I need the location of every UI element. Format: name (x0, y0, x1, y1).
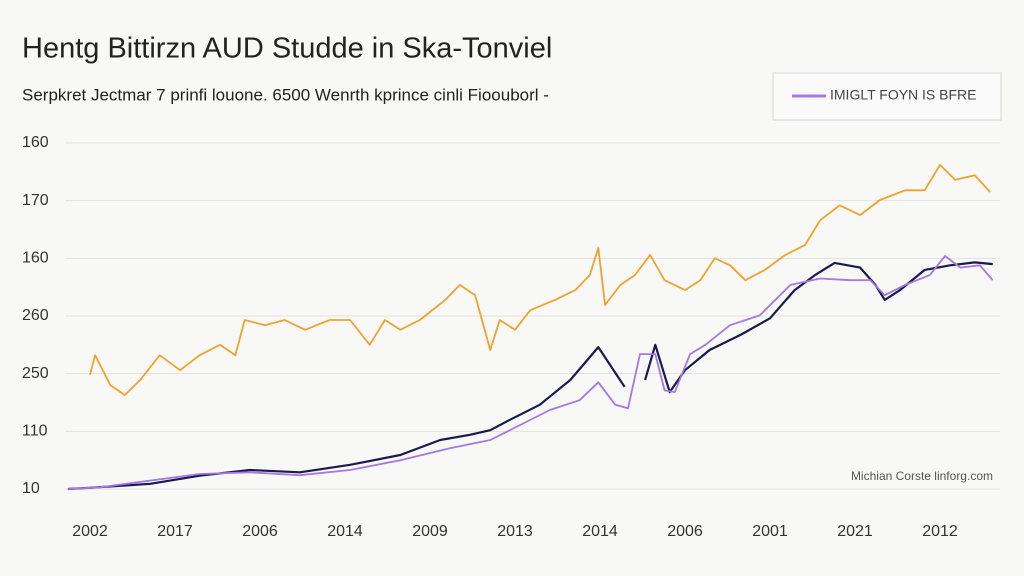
y-tick-label: 160 (22, 134, 49, 151)
x-tick-label: 2012 (922, 523, 958, 540)
legend-label: IMIGLT FOYN IS BFRE (830, 87, 977, 103)
x-tick-label: 2014 (327, 523, 363, 540)
data-line (89, 164, 991, 396)
x-tick-label: 2006 (667, 523, 703, 540)
y-tick-label: 10 (22, 480, 40, 497)
grid: 10 110 250 260 160 170 160 2002 2017 2006 2014 2009… (22, 134, 1000, 540)
y-tick-label: 170 (22, 192, 49, 209)
plot-area (67, 164, 994, 491)
source-note: Michian Corste linforg.com (851, 469, 993, 483)
x-tick-label: 2013 (497, 523, 533, 540)
y-tick-label: 110 (22, 423, 48, 440)
x-tick-label: 2014 (582, 523, 618, 540)
x-tick-label: 2006 (242, 523, 278, 540)
x-tick-label: 2009 (412, 523, 448, 540)
y-tick-label: 160 (22, 250, 49, 267)
chart-title: Hentg Bittirzn AUD Studde in Ska-Tonviel (22, 33, 552, 65)
data-line (67, 255, 994, 490)
x-tick-label: 2017 (157, 523, 193, 540)
legend: IMIGLT FOYN IS BFRE (772, 72, 1002, 121)
x-tick-label: 2021 (837, 523, 873, 540)
x-tick-label: 2002 (72, 523, 108, 540)
x-tick-label: 2001 (752, 523, 788, 540)
y-tick-label: 260 (22, 307, 49, 324)
chart-subtitle: Serpkret Jectmar 7 prinfi louone. 6500 W… (22, 85, 549, 104)
y-tick-label: 250 (22, 365, 49, 382)
